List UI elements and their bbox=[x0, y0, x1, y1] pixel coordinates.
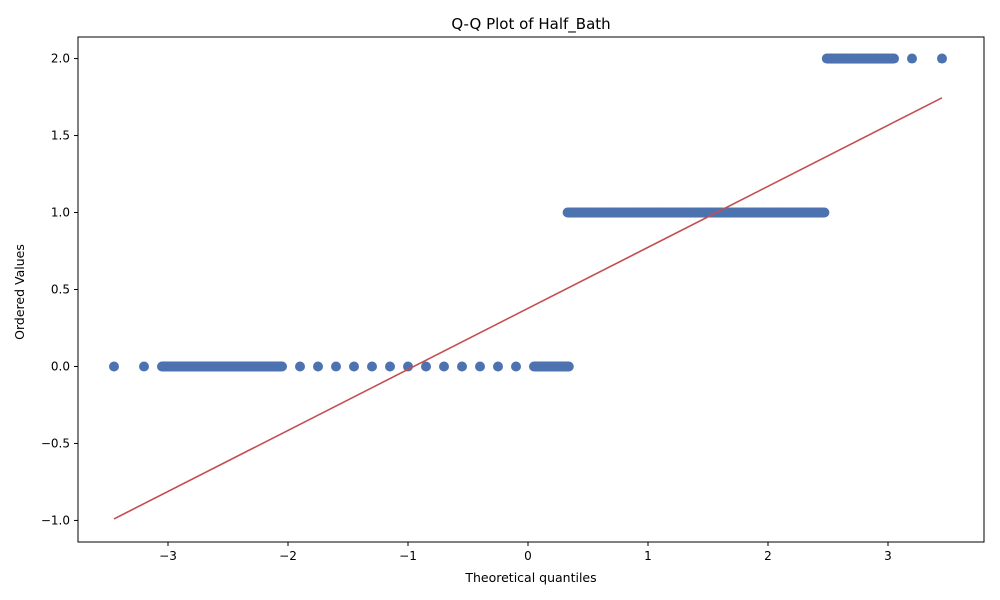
data-point-run bbox=[780, 207, 792, 218]
data-point-run bbox=[571, 207, 576, 218]
data-point-run bbox=[660, 207, 672, 218]
data-point-run bbox=[846, 53, 852, 64]
x-tick-label: 2 bbox=[764, 549, 772, 563]
data-point-run bbox=[534, 361, 546, 372]
data-point-run bbox=[876, 53, 884, 64]
data-point-run bbox=[624, 207, 636, 218]
data-point-run bbox=[546, 361, 555, 372]
scatter-points bbox=[109, 53, 947, 372]
x-tick-label: 1 bbox=[644, 549, 652, 563]
data-point bbox=[421, 361, 431, 372]
x-tick-label: −1 bbox=[399, 549, 417, 563]
data-point bbox=[457, 361, 467, 372]
x-axis-label: Theoretical quantiles bbox=[464, 570, 596, 585]
y-tick-label: 1.0 bbox=[51, 206, 70, 220]
data-point bbox=[367, 361, 377, 372]
data-point bbox=[109, 361, 119, 372]
data-point-run bbox=[225, 361, 233, 372]
data-point-run bbox=[792, 207, 804, 218]
data-point bbox=[493, 361, 503, 372]
data-point-run bbox=[636, 207, 648, 218]
x-tick-label: 0 bbox=[524, 549, 532, 563]
data-point-run bbox=[720, 207, 732, 218]
data-point bbox=[439, 361, 449, 372]
data-point-run bbox=[174, 361, 183, 372]
data-point-run bbox=[561, 361, 567, 372]
data-point-run bbox=[232, 361, 240, 372]
data-point bbox=[475, 361, 485, 372]
data-point-run bbox=[182, 361, 190, 372]
data-point-run bbox=[744, 207, 756, 218]
data-point-run bbox=[554, 361, 562, 372]
data-point-run bbox=[883, 53, 894, 64]
data-point-run bbox=[648, 207, 660, 218]
x-tick-label: −3 bbox=[159, 549, 177, 563]
data-point-run bbox=[732, 207, 744, 218]
axis-ticks: −3 −2 −1 0 1 2 3 −1.0 −0.5 0.0 0.5 1.0 1.5 2.0 bbox=[41, 52, 892, 563]
data-point-run bbox=[600, 207, 612, 218]
data-point bbox=[385, 361, 395, 372]
data-point bbox=[907, 53, 917, 64]
data-point-run bbox=[270, 361, 282, 372]
data-point-run bbox=[684, 207, 696, 218]
y-tick-label: 0.0 bbox=[51, 359, 70, 373]
data-point-run bbox=[219, 361, 226, 372]
data-point-run bbox=[768, 207, 780, 218]
data-point-run bbox=[207, 361, 214, 372]
data-point-run bbox=[162, 361, 174, 372]
data-point bbox=[139, 361, 149, 372]
data-point-run bbox=[841, 53, 846, 64]
data-point bbox=[511, 361, 521, 372]
data-point-run bbox=[859, 53, 868, 64]
data-point-run bbox=[195, 361, 202, 372]
data-point-run bbox=[582, 207, 591, 218]
data-point-run bbox=[189, 361, 196, 372]
data-point-run bbox=[826, 53, 832, 64]
data-point-run bbox=[696, 207, 708, 218]
y-tick-label: 0.5 bbox=[51, 283, 70, 297]
y-tick-label: −1.0 bbox=[41, 513, 70, 527]
data-point-run bbox=[672, 207, 684, 218]
data-point-run bbox=[816, 207, 825, 218]
data-point bbox=[349, 361, 359, 372]
data-point-run bbox=[612, 207, 624, 218]
data-point bbox=[313, 361, 323, 372]
data-point-run bbox=[836, 53, 842, 64]
data-point-run bbox=[258, 361, 270, 372]
data-point-run bbox=[590, 207, 600, 218]
x-tick-label: 3 bbox=[884, 549, 892, 563]
data-point-run bbox=[867, 53, 876, 64]
y-axis-label: Ordered Values bbox=[12, 244, 27, 340]
data-point bbox=[937, 53, 947, 64]
chart-title: Q-Q Plot of Half_Bath bbox=[451, 15, 610, 34]
data-point-run bbox=[708, 207, 720, 218]
y-tick-label: 2.0 bbox=[51, 52, 70, 66]
data-point-run bbox=[576, 207, 582, 218]
data-point-run bbox=[852, 53, 860, 64]
y-tick-label: 1.5 bbox=[51, 129, 70, 143]
plot-frame bbox=[77, 36, 985, 543]
y-tick-label: −0.5 bbox=[41, 436, 70, 450]
data-point-run bbox=[804, 207, 816, 218]
data-point-run bbox=[201, 361, 208, 372]
data-point-run bbox=[567, 207, 572, 218]
data-point-run bbox=[213, 361, 220, 372]
data-point-run bbox=[240, 361, 249, 372]
data-point bbox=[295, 361, 305, 372]
data-point-run bbox=[756, 207, 768, 218]
data-point-run bbox=[566, 361, 569, 372]
fit-line-layer bbox=[113, 97, 943, 520]
data-point-run bbox=[831, 53, 837, 64]
x-tick-label: −2 bbox=[279, 549, 297, 563]
data-point bbox=[331, 361, 341, 372]
fit-line bbox=[113, 97, 943, 520]
data-point-run bbox=[248, 361, 258, 372]
